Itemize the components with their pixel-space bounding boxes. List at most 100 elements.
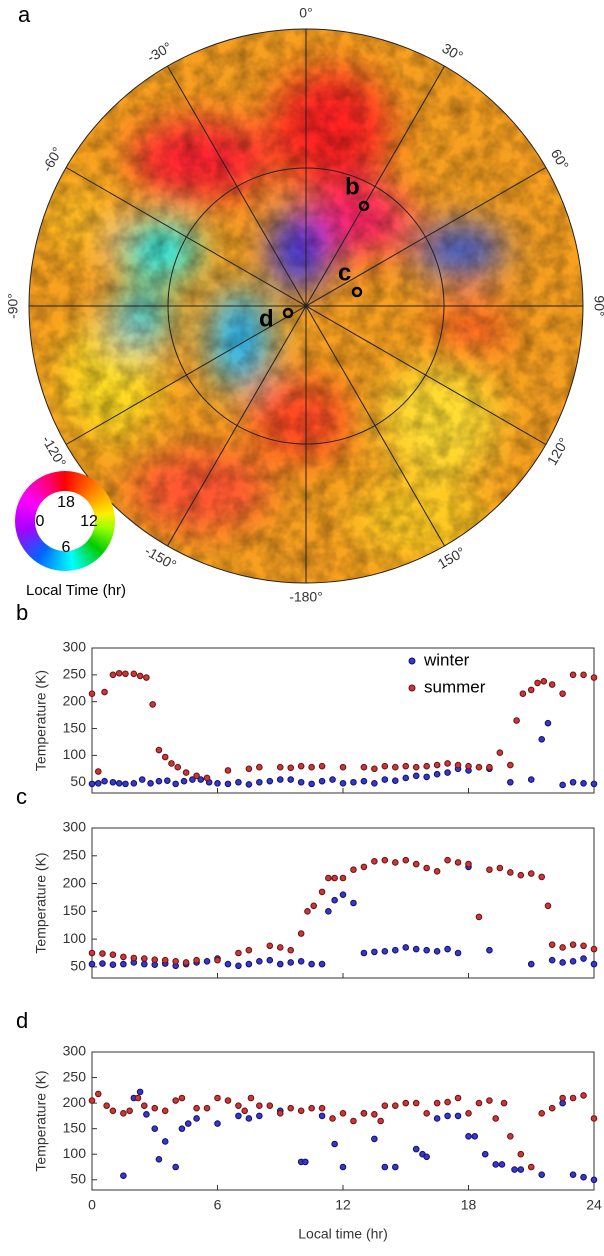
point [318, 777, 326, 785]
point [161, 956, 169, 964]
point [203, 1104, 211, 1112]
point [433, 1099, 441, 1107]
point [109, 778, 117, 786]
point [287, 959, 295, 966]
x-axis-label: Local time (hr) [298, 1226, 387, 1242]
point [339, 1163, 347, 1171]
point [486, 1097, 493, 1104]
point [130, 780, 138, 787]
point [540, 677, 548, 685]
point [507, 761, 514, 769]
point [538, 735, 546, 743]
point [214, 956, 221, 964]
point [412, 763, 420, 771]
legend-marker [408, 684, 416, 692]
point [412, 772, 420, 780]
point [297, 778, 305, 786]
point [527, 960, 535, 968]
point [308, 763, 315, 771]
point [402, 762, 410, 770]
point [235, 1112, 242, 1120]
y-axis-label: Temperature (K) [33, 852, 49, 953]
point [297, 930, 305, 937]
x-tick-label: 18 [461, 1197, 477, 1213]
point [329, 1115, 336, 1122]
point [548, 956, 556, 964]
point [569, 1171, 577, 1178]
site-label: c [338, 259, 351, 286]
longitude-label: 60° [548, 146, 572, 172]
point [590, 674, 598, 681]
x-tick-label: 0 [88, 1197, 96, 1213]
point [381, 1163, 389, 1171]
y-tick-label: 150 [63, 902, 87, 918]
point [318, 1104, 326, 1112]
point [580, 955, 587, 962]
point [103, 1102, 110, 1109]
point [580, 1173, 587, 1181]
point [465, 1133, 472, 1140]
point [256, 1102, 263, 1109]
point [101, 777, 108, 785]
point [544, 902, 552, 910]
point [224, 1097, 232, 1104]
point [193, 772, 200, 780]
longitude-label: 30° [439, 40, 465, 64]
point [511, 1166, 518, 1173]
point [538, 1110, 546, 1117]
point [325, 874, 332, 882]
point [266, 956, 274, 964]
point [151, 1125, 159, 1132]
point [412, 945, 420, 953]
point [580, 1092, 587, 1099]
point [318, 762, 326, 770]
point [161, 1107, 169, 1115]
point [465, 1110, 472, 1117]
point [164, 777, 171, 784]
point [559, 690, 566, 697]
y-tick-label: 200 [63, 692, 87, 708]
panel-label: b [16, 600, 28, 625]
y-tick-label: 100 [63, 1145, 87, 1161]
point [182, 769, 190, 776]
map-spoke [167, 65, 445, 547]
point [391, 763, 399, 771]
point [454, 859, 462, 866]
point [224, 767, 232, 774]
point [109, 1107, 117, 1115]
point [559, 781, 566, 789]
point [136, 672, 144, 680]
point [371, 1135, 378, 1143]
point [423, 1153, 430, 1161]
point [214, 1120, 221, 1127]
point [94, 768, 102, 775]
point [172, 1097, 179, 1104]
point [203, 774, 211, 782]
point [184, 1120, 192, 1127]
point [88, 690, 96, 697]
y-axis-label: Temperature (K) [33, 670, 49, 771]
point [224, 780, 232, 788]
point [339, 1110, 347, 1117]
point [538, 873, 546, 881]
point [287, 776, 295, 783]
point [99, 950, 106, 957]
point [140, 1102, 148, 1109]
y-tick-label: 300 [63, 819, 87, 835]
point [297, 958, 305, 965]
point [371, 858, 378, 865]
point [155, 1156, 163, 1163]
point [548, 681, 556, 688]
point [161, 1138, 169, 1145]
point [559, 1094, 566, 1102]
y-tick-label: 50 [70, 958, 86, 974]
point [241, 1107, 248, 1115]
point [276, 1110, 284, 1117]
point [245, 946, 253, 954]
point [350, 778, 357, 786]
point [235, 778, 242, 786]
point [308, 780, 315, 788]
point [266, 777, 274, 785]
point [350, 1117, 357, 1125]
point [527, 686, 535, 694]
